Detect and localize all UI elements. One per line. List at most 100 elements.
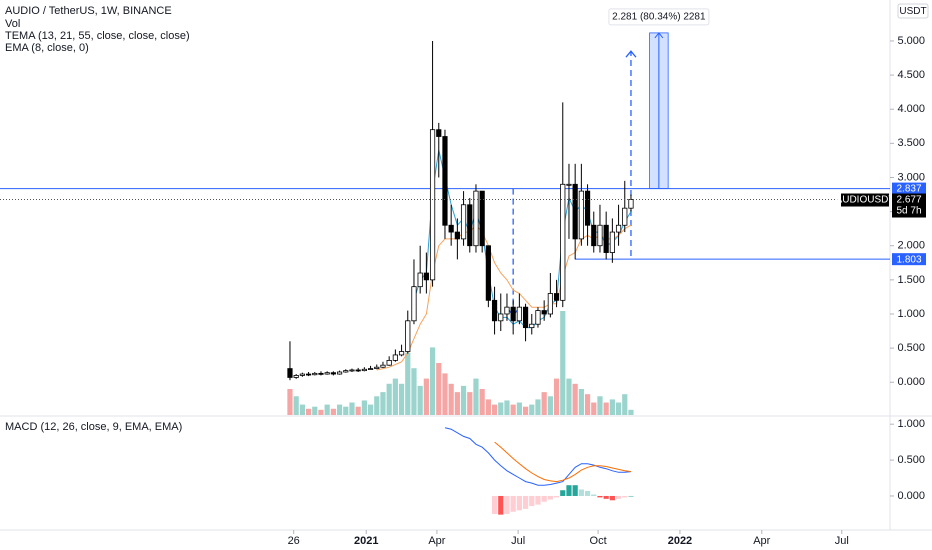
volume-bar [615,402,622,415]
measure-label: 2.281 (80.34%) 2281 [612,12,706,23]
volume-bar [460,385,467,415]
volume-bar [436,363,442,415]
x-tick-label: 26 [288,535,300,547]
candle-body [479,190,485,247]
volume-bar [343,406,349,415]
candle-body [516,306,522,322]
volume-bar [603,402,609,415]
candle-body [622,207,628,226]
indicator-line [376,224,632,371]
volume-bar [355,406,361,415]
last-price-label: 2.677 [896,195,921,206]
y-tick-label: 3.500 [897,137,925,149]
candle-body [541,310,547,315]
volume-bar [628,409,634,415]
signal-line [494,441,632,483]
candle-body [436,129,442,137]
macd-histogram-bar [609,495,615,501]
volume-bar [429,347,436,415]
volume-bar [380,392,386,415]
volume-bar [510,404,516,415]
price-level-label: 1.803 [896,254,921,265]
macd-histogram-bar [504,495,510,514]
volume-bar [529,404,535,415]
candle-body [603,224,609,253]
candle-body [473,190,479,247]
candle-body [491,299,498,322]
candle-body [318,372,324,375]
candle-body [392,354,398,361]
candle-body [312,372,318,376]
candle-body [336,371,343,375]
candle-body [467,204,473,247]
currency-box[interactable] [897,3,929,19]
candle-body [361,368,367,372]
macd-histogram-bar [578,489,584,496]
candle-body [374,366,380,369]
volume-bar [293,396,299,415]
symbol-tag-label: AUDIOUSDT [836,195,895,206]
volume-bar [417,385,423,415]
candle-body [324,372,330,375]
candle-body [411,286,417,322]
macd-histogram-bar [566,485,572,496]
macd-histogram-bar [622,495,628,498]
y-tick-label: 0.000 [897,376,925,388]
macd-y-tick-label: 0.500 [897,454,925,466]
candle-body [454,231,460,240]
x-tick-label: Jul [835,535,849,547]
x-tick-label: 2022 [668,535,692,547]
volume-bar [609,399,615,415]
candle-body [609,231,615,253]
macd-histogram-bar [498,495,504,515]
volume-bar [442,373,448,415]
candle-body [330,372,336,375]
volume-bar [299,404,305,415]
candle-body [510,306,516,322]
candle-body [305,373,312,376]
projection-arrowhead [625,50,637,58]
volume-bar [423,378,429,415]
y-tick-label: 1.500 [897,274,925,286]
volume-bar [597,396,603,415]
volume-bar [504,400,510,415]
volume-bar [411,368,417,415]
candle-body [529,323,535,329]
volume-bar [361,400,367,415]
volume-bar [386,383,392,415]
candle-body [287,368,293,378]
volume-bar [305,408,312,415]
candle-body [560,183,566,301]
candle-body [380,364,386,368]
volume-bar [541,392,547,415]
volume-bar [405,352,411,415]
macd-histogram-bar [522,495,529,509]
macd-histogram-bar [597,495,603,498]
candle-body [299,373,305,376]
last-price-tag [892,193,926,218]
candle-body [355,369,361,372]
candle-body [349,369,355,372]
volume-bar [485,399,491,415]
candle-body [429,129,436,281]
macd-title: MACD (12, 26, close, 9, EMA, EMA) [5,421,182,433]
volume-bar [473,378,479,415]
macd-histogram-bar [603,495,609,499]
x-tick-label: Oct [590,535,607,547]
candle-body [584,190,591,226]
volume-bar [535,399,541,415]
macd-y-tick-label: 1.000 [897,418,925,430]
candle-body [572,183,578,240]
macd-histogram-bar [535,495,541,505]
candle-body [578,190,584,240]
candle-body [423,272,429,281]
volume-bar [516,402,522,415]
macd-histogram-bar [584,490,591,496]
candle-body [615,224,622,233]
currency: USDT [899,6,926,17]
macd-histogram-bar [491,495,498,514]
volume-bar [622,394,628,415]
volume-bar [448,383,454,415]
candle-body [498,313,504,322]
